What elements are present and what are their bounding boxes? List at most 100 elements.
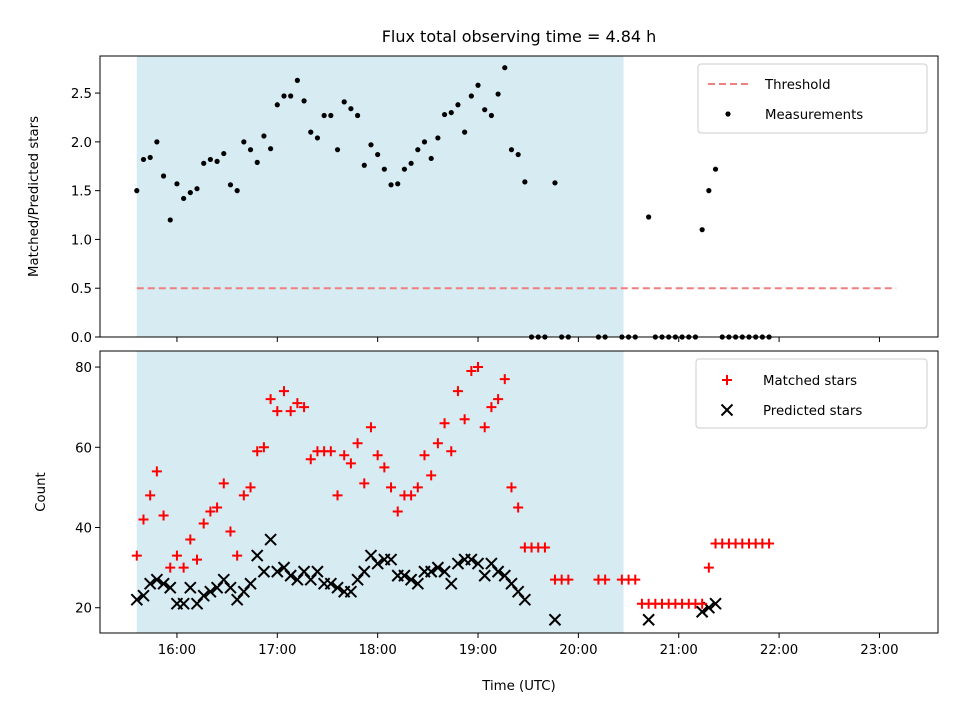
xtick-label: 21:00 — [660, 643, 698, 658]
predicted-star-point — [264, 533, 277, 546]
measurement-point — [268, 146, 274, 152]
measurement-point — [221, 150, 227, 157]
matched-star-point — [703, 562, 714, 573]
matched-star-point — [406, 490, 417, 501]
predicted-star-point — [251, 549, 264, 562]
matched-star-point — [365, 422, 376, 433]
measurement-point — [201, 160, 207, 166]
predicted-star-point — [143, 577, 157, 590]
matched-star-point — [466, 366, 477, 377]
xtick-label: 20:00 — [559, 643, 597, 658]
measurement-point — [462, 129, 468, 135]
matched-star-point — [513, 502, 524, 513]
measurement-point — [288, 93, 294, 99]
measurement-point — [214, 158, 220, 164]
matched-star-point — [452, 386, 463, 397]
legend-measurements-swatch — [725, 111, 731, 117]
predicted-star-point — [431, 561, 445, 574]
measurement-point — [415, 147, 421, 153]
measurement-point — [147, 154, 153, 161]
measurement-point — [341, 99, 347, 105]
bottom-panel-frame — [99, 350, 939, 634]
top-legend: Threshold Measurements — [697, 63, 928, 134]
panel1-ytick-label: 60 — [75, 441, 92, 456]
measurement-point — [408, 160, 414, 166]
predicted-star-point — [244, 577, 257, 590]
measurement-point — [515, 151, 521, 158]
matched-star-point — [439, 418, 450, 429]
measurement-point — [482, 107, 488, 113]
panel1-ytick-label: 20 — [75, 602, 92, 617]
matched-star-point — [392, 506, 403, 517]
legend-measurements-label: Measurements — [765, 108, 863, 123]
measurement-point — [348, 106, 354, 112]
measurement-point — [441, 111, 448, 118]
measurement-point — [181, 195, 187, 202]
measurement-point — [468, 93, 474, 99]
panel0-shaded-region — [136, 56, 624, 337]
measurement-point — [274, 102, 280, 108]
predicted-star-point — [548, 613, 562, 626]
predicted-star-point — [130, 593, 144, 606]
matched-star-point — [359, 478, 370, 489]
matched-star-point — [479, 422, 490, 433]
measurement-point — [207, 156, 213, 163]
measurement-point — [495, 91, 501, 97]
measurement-point — [354, 112, 361, 119]
matched-star-point — [145, 490, 156, 501]
matched-star-point — [446, 446, 457, 457]
matched-star-point — [151, 466, 162, 477]
panel0-ytick-label: 2.5 — [71, 87, 92, 102]
predicted-star-point — [404, 573, 418, 586]
predicted-star-point — [137, 589, 150, 602]
predicted-star-point — [184, 581, 197, 594]
matched-star-point — [218, 478, 229, 489]
predicted-star-point — [471, 557, 485, 570]
matched-star-point — [165, 562, 176, 573]
measurement-point — [401, 166, 408, 172]
matched-star-point — [131, 550, 142, 561]
measurement-point — [388, 182, 394, 188]
predicted-star-point — [150, 573, 164, 586]
predicted-star-point — [695, 605, 709, 618]
matched-star-point — [212, 502, 223, 513]
panel0-ytick-label: 2.0 — [71, 136, 92, 151]
panel0-ylabel: Matched/Predicted stars — [27, 116, 42, 277]
measurement-point — [174, 181, 180, 187]
legend-matched-label: Matched stars — [763, 374, 857, 389]
xtick-label: 17:00 — [258, 643, 296, 658]
panel1-ylabel: Count — [34, 472, 49, 512]
matched-star-point — [325, 446, 336, 457]
measurement-point — [421, 139, 428, 145]
matched-star-point — [232, 550, 243, 561]
matched-star-point — [138, 514, 149, 525]
predicted-star-point — [709, 597, 722, 610]
matched-star-point — [339, 450, 350, 461]
predicted-star-point — [438, 565, 451, 578]
predicted-star-point — [358, 565, 371, 578]
matched-star-point — [473, 362, 484, 373]
measurement-point — [375, 151, 381, 158]
predicted-star-point — [344, 585, 358, 598]
matched-star-point — [158, 510, 169, 521]
predicted-star-point — [271, 565, 284, 578]
panel0-ytick-label: 0.5 — [71, 282, 92, 297]
matched-star-point — [171, 550, 182, 561]
predicted-star-point — [284, 569, 297, 582]
predicted-star-point — [197, 589, 210, 602]
xtick-label: 23:00 — [860, 643, 898, 658]
measurement-point — [234, 188, 240, 194]
matched-star-point — [539, 542, 550, 553]
matched-star-point — [372, 450, 383, 461]
xtick-label: 18:00 — [358, 643, 396, 658]
matched-star-point — [432, 438, 443, 449]
measurement-point — [321, 112, 327, 119]
matched-star-point — [486, 402, 497, 413]
matched-star-point — [198, 518, 209, 529]
xtick-label: 16:00 — [158, 643, 196, 658]
measurement-point — [361, 162, 367, 168]
predicted-star-point — [384, 553, 398, 566]
xtick-label: 22:00 — [760, 643, 798, 658]
panel1-ytick-label: 80 — [75, 361, 92, 376]
matched-star-point — [252, 446, 263, 457]
